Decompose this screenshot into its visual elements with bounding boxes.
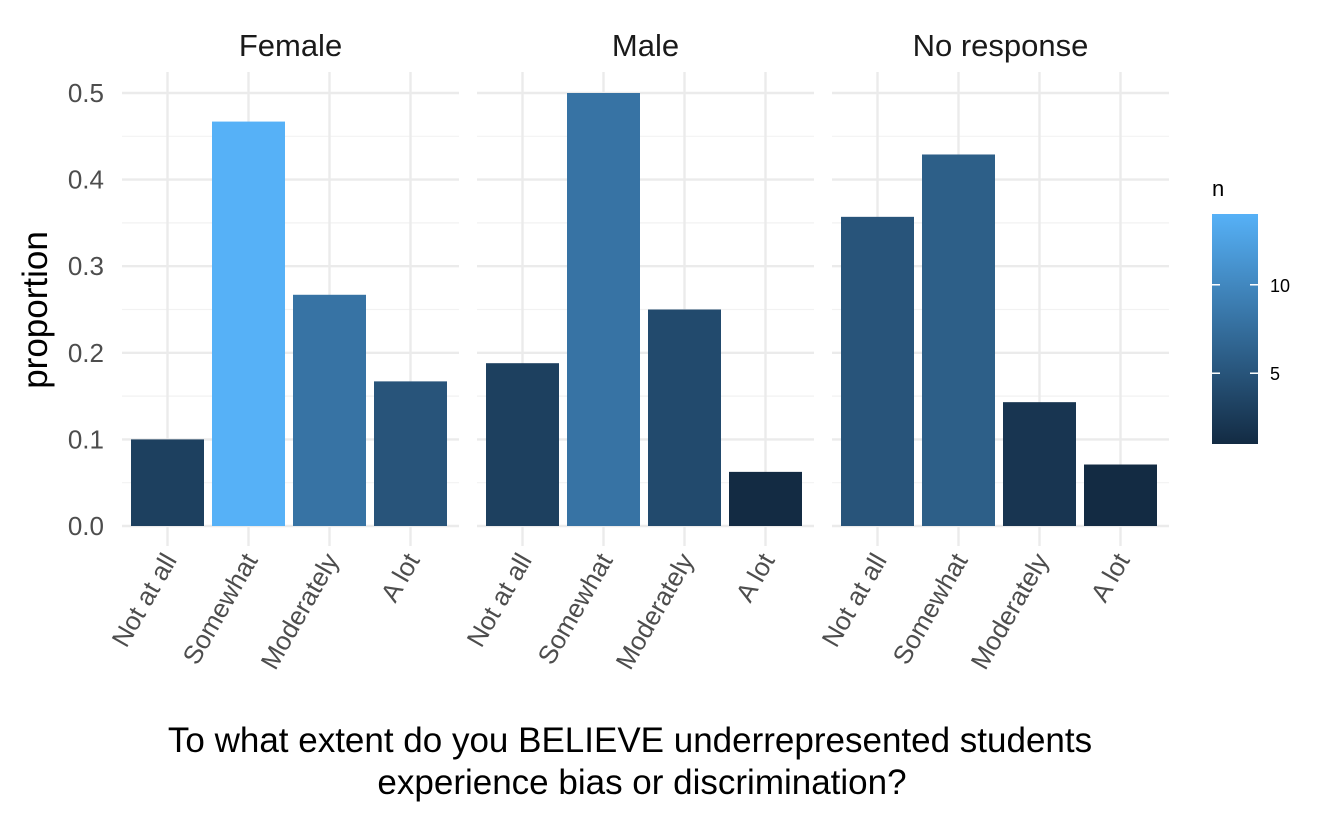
bar-male-not-at-all bbox=[486, 363, 559, 526]
y-tick-label: 0.2 bbox=[68, 338, 104, 368]
x-tick-label: Not at all bbox=[105, 548, 182, 652]
x-tick-label: A lot bbox=[1084, 547, 1136, 606]
x-tick-label: Not at all bbox=[460, 548, 537, 652]
y-tick-label: 0.0 bbox=[68, 511, 104, 541]
x-tick-label: Moderately bbox=[964, 548, 1054, 674]
y-axis-title: proportion bbox=[16, 231, 55, 389]
legend-tick-label: 5 bbox=[1270, 364, 1280, 384]
x-axis-title-line-2: experience bias or discrimination? bbox=[377, 763, 906, 802]
y-tick-label: 0.3 bbox=[68, 251, 104, 281]
bar-male-a-lot bbox=[729, 471, 802, 526]
bar-no-response-moderately bbox=[1003, 402, 1076, 526]
legend-colorbar bbox=[1212, 214, 1258, 444]
x-tick-label: Somewhat bbox=[176, 547, 264, 669]
y-tick-label: 0.1 bbox=[68, 424, 104, 454]
x-tick-label: A lot bbox=[374, 547, 426, 606]
bar-no-response-somewhat bbox=[922, 154, 995, 526]
color-legend: n 5 10 bbox=[1212, 176, 1290, 444]
bar-no-response-not-at-all bbox=[841, 216, 914, 526]
bar-female-not-at-all bbox=[131, 439, 204, 526]
legend-tick-label: 10 bbox=[1270, 276, 1290, 296]
facet-title: Female bbox=[239, 28, 342, 63]
x-tick-label: Moderately bbox=[254, 548, 344, 674]
bar-male-moderately bbox=[648, 309, 721, 526]
bar-female-a-lot bbox=[374, 381, 447, 526]
y-tick-label: 0.5 bbox=[68, 78, 104, 108]
bar-male-somewhat bbox=[567, 93, 640, 526]
bar-female-somewhat bbox=[212, 121, 285, 526]
y-axis-ticks: 0.0 0.1 0.2 0.3 0.4 0.5 bbox=[68, 78, 104, 541]
facet-title: Male bbox=[612, 28, 679, 63]
y-tick-label: 0.4 bbox=[68, 165, 104, 195]
legend-title: n bbox=[1212, 176, 1224, 201]
bars-layer bbox=[131, 93, 1157, 526]
facet-titles: Female Male No response bbox=[239, 28, 1089, 63]
x-tick-label: Not at all bbox=[815, 548, 892, 652]
bar-female-moderately bbox=[293, 294, 366, 526]
facet-title: No response bbox=[913, 28, 1089, 63]
bar-no-response-a-lot bbox=[1084, 464, 1157, 526]
x-tick-label: Moderately bbox=[609, 548, 699, 674]
x-tick-label: Somewhat bbox=[531, 547, 619, 669]
x-axis-title-line-1: To what extent do you BELIEVE underrepre… bbox=[168, 721, 1092, 760]
x-tick-label: Somewhat bbox=[886, 547, 974, 669]
x-tick-label: A lot bbox=[729, 547, 781, 606]
